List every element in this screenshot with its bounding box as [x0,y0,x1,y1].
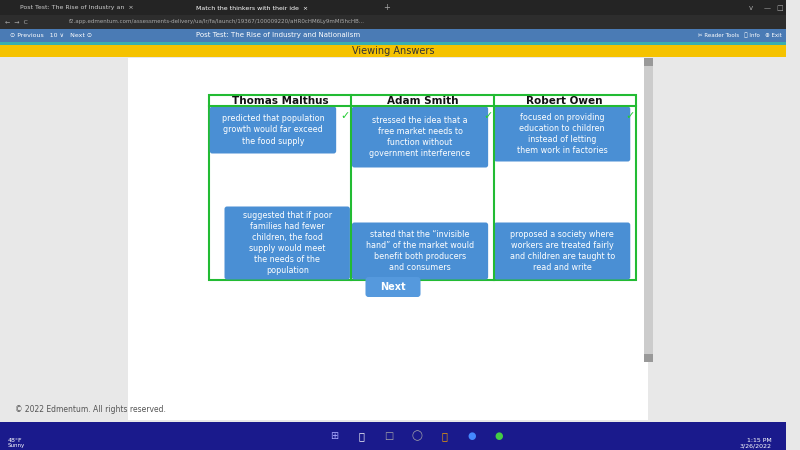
Text: f2.app.edmentum.com/assessments-delivery/ua/lr/fa/launch/19367/100009220/aHR0cHM: f2.app.edmentum.com/assessments-delivery… [69,19,365,24]
FancyBboxPatch shape [494,222,630,279]
Text: stressed the idea that a
free market needs to
function without
government interf: stressed the idea that a free market nee… [370,116,470,158]
Text: □: □ [776,5,783,11]
Text: ⊙ Previous   10 ∨   Next ⊙: ⊙ Previous 10 ∨ Next ⊙ [10,33,92,38]
Text: Sunny: Sunny [8,442,25,447]
Bar [643,58,654,66]
Text: ✓: ✓ [625,111,634,121]
Text: +: + [383,4,390,13]
Text: ◯: ◯ [411,431,422,441]
Text: Adam Smith: Adam Smith [386,95,458,105]
Bar [0,42,786,45]
FancyBboxPatch shape [210,107,336,153]
Bar [643,354,654,362]
FancyBboxPatch shape [366,277,421,297]
Text: focused on providing
education to children
instead of letting
them work in facto: focused on providing education to childr… [517,113,607,155]
Text: ←  →  C: ← → C [5,19,28,24]
Text: v: v [749,5,753,11]
Text: ●: ● [495,431,503,441]
FancyBboxPatch shape [225,207,350,279]
FancyBboxPatch shape [352,107,488,167]
Text: Post Test: The Rise of Industry an  ×: Post Test: The Rise of Industry an × [20,5,134,10]
Bar [128,58,649,420]
Text: ✓: ✓ [341,111,350,121]
Text: ✂ Reader Tools   ⓘ Info   ⊕ Exit: ✂ Reader Tools ⓘ Info ⊕ Exit [698,33,782,38]
Text: 1:15 PM: 1:15 PM [746,437,771,442]
Text: Thomas Malthus: Thomas Malthus [232,95,329,105]
Text: suggested that if poor
families had fewer
children, the food
supply would meet
t: suggested that if poor families had fewe… [242,211,332,275]
Text: Robert Owen: Robert Owen [526,95,603,105]
Text: ⊞: ⊞ [330,431,338,441]
Text: © 2022 Edmentum. All rights reserved.: © 2022 Edmentum. All rights reserved. [14,405,166,414]
Bar [0,15,786,29]
Text: Post Test: The Rise of Industry and Nationalism: Post Test: The Rise of Industry and Nati… [197,32,361,39]
Bar [0,29,786,42]
Bar [0,45,786,57]
Text: 48°F: 48°F [8,437,22,442]
Text: 📁: 📁 [441,431,447,441]
Bar [643,58,654,362]
Text: ●: ● [467,431,476,441]
Bar [0,422,786,450]
Text: ✓: ✓ [483,111,492,121]
Text: Match the thinkers with their ide  ×: Match the thinkers with their ide × [197,5,309,10]
Text: 🔍: 🔍 [358,431,365,441]
Bar [0,0,786,15]
Text: □: □ [385,431,394,441]
FancyBboxPatch shape [352,222,488,279]
Text: proposed a society where
workers are treated fairly
and children are taught to
r: proposed a society where workers are tre… [510,230,614,272]
Text: —: — [763,5,770,11]
Text: Viewing Answers: Viewing Answers [352,46,434,56]
Text: stated that the “invisible
hand” of the market would
benefit both producers
and : stated that the “invisible hand” of the … [366,230,474,272]
Bar [210,95,636,280]
Text: predicted that population
growth would far exceed
the food supply: predicted that population growth would f… [222,114,324,146]
Text: Next: Next [380,282,406,292]
Text: 3/26/2022: 3/26/2022 [739,444,771,449]
FancyBboxPatch shape [494,107,630,162]
